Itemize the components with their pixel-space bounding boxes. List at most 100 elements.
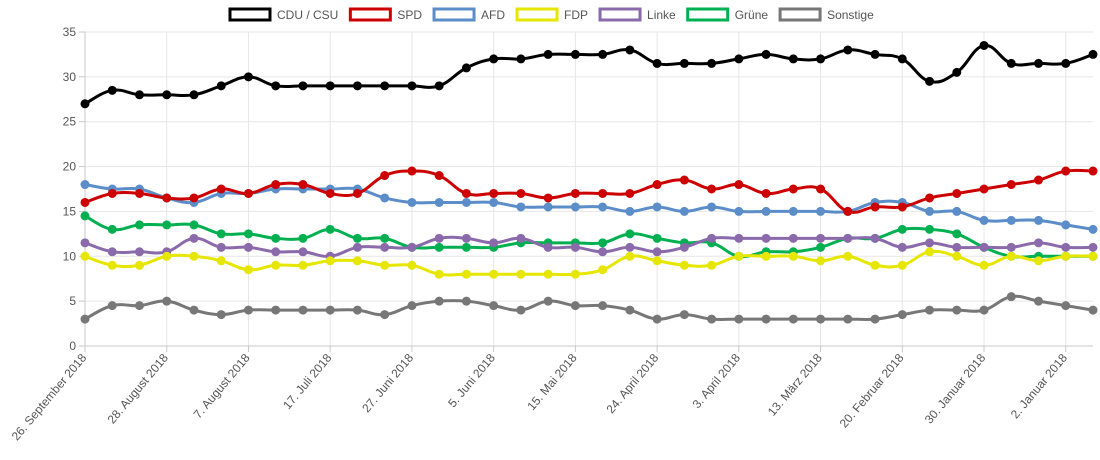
data-point-sonstige[interactable] (925, 305, 935, 315)
data-point-spd[interactable] (979, 184, 989, 194)
data-point-linke[interactable] (298, 247, 308, 257)
data-point-linke[interactable] (952, 242, 962, 252)
data-point-afd[interactable] (761, 206, 771, 216)
data-point-cdu-csu[interactable] (707, 58, 717, 68)
data-point-fdp[interactable] (979, 260, 989, 270)
data-point-linke[interactable] (1088, 242, 1098, 252)
data-point-fdp[interactable] (598, 265, 608, 275)
data-point-linke[interactable] (271, 247, 281, 257)
data-point-gr-ne[interactable] (897, 224, 907, 234)
data-point-sonstige[interactable] (761, 314, 771, 324)
data-point-cdu-csu[interactable] (516, 54, 526, 64)
data-point-gr-ne[interactable] (216, 229, 226, 239)
data-point-sonstige[interactable] (734, 314, 744, 324)
data-point-cdu-csu[interactable] (843, 45, 853, 55)
data-point-spd[interactable] (298, 180, 308, 190)
data-point-fdp[interactable] (952, 251, 962, 261)
data-point-spd[interactable] (461, 188, 471, 198)
data-point-spd[interactable] (134, 188, 144, 198)
data-point-cdu-csu[interactable] (489, 54, 499, 64)
data-point-sonstige[interactable] (979, 305, 989, 315)
data-point-sonstige[interactable] (380, 310, 390, 320)
data-point-afd[interactable] (625, 206, 635, 216)
data-point-cdu-csu[interactable] (107, 85, 117, 95)
data-point-linke[interactable] (870, 233, 880, 243)
legend-item-sonstige[interactable]: Sonstige (778, 7, 874, 22)
data-point-spd[interactable] (380, 171, 390, 181)
data-point-cdu-csu[interactable] (134, 90, 144, 100)
data-point-spd[interactable] (707, 184, 717, 194)
data-point-spd[interactable] (679, 175, 689, 185)
data-point-linke[interactable] (625, 242, 635, 252)
data-point-spd[interactable] (543, 193, 553, 203)
data-point-afd[interactable] (734, 206, 744, 216)
data-point-gr-ne[interactable] (325, 224, 335, 234)
data-point-fdp[interactable] (1088, 251, 1098, 261)
data-point-linke[interactable] (1034, 238, 1044, 248)
data-point-afd[interactable] (407, 197, 417, 207)
data-point-gr-ne[interactable] (625, 229, 635, 239)
data-point-spd[interactable] (516, 188, 526, 198)
data-point-spd[interactable] (1061, 166, 1071, 176)
data-point-sonstige[interactable] (134, 301, 144, 311)
data-point-afd[interactable] (461, 197, 471, 207)
data-point-spd[interactable] (162, 193, 172, 203)
data-point-spd[interactable] (598, 188, 608, 198)
data-point-linke[interactable] (80, 238, 90, 248)
legend-item-linke[interactable]: Linke (598, 7, 676, 22)
data-point-fdp[interactable] (380, 260, 390, 270)
data-point-linke[interactable] (1061, 242, 1071, 252)
data-point-fdp[interactable] (870, 260, 880, 270)
data-point-cdu-csu[interactable] (816, 54, 826, 64)
data-point-linke[interactable] (652, 247, 662, 257)
data-point-cdu-csu[interactable] (598, 49, 608, 59)
data-point-cdu-csu[interactable] (543, 49, 553, 59)
data-point-spd[interactable] (870, 202, 880, 212)
data-point-spd[interactable] (761, 188, 771, 198)
data-point-fdp[interactable] (570, 269, 580, 279)
data-point-sonstige[interactable] (434, 296, 444, 306)
data-point-fdp[interactable] (788, 251, 798, 261)
data-point-cdu-csu[interactable] (1061, 58, 1071, 68)
data-point-gr-ne[interactable] (80, 211, 90, 221)
data-point-cdu-csu[interactable] (298, 81, 308, 91)
data-point-cdu-csu[interactable] (352, 81, 362, 91)
data-point-linke[interactable] (543, 242, 553, 252)
data-point-spd[interactable] (925, 193, 935, 203)
data-point-cdu-csu[interactable] (570, 49, 580, 59)
data-point-cdu-csu[interactable] (243, 72, 253, 82)
data-point-spd[interactable] (570, 188, 580, 198)
data-point-fdp[interactable] (1006, 251, 1016, 261)
data-point-spd[interactable] (734, 180, 744, 190)
data-point-afd[interactable] (570, 202, 580, 212)
data-point-fdp[interactable] (516, 269, 526, 279)
data-point-cdu-csu[interactable] (1034, 58, 1044, 68)
data-point-fdp[interactable] (679, 260, 689, 270)
data-point-cdu-csu[interactable] (952, 67, 962, 77)
data-point-afd[interactable] (516, 202, 526, 212)
data-point-cdu-csu[interactable] (925, 76, 935, 86)
data-point-spd[interactable] (1034, 175, 1044, 185)
data-point-spd[interactable] (352, 188, 362, 198)
data-point-sonstige[interactable] (652, 314, 662, 324)
data-point-sonstige[interactable] (1006, 292, 1016, 302)
data-point-sonstige[interactable] (243, 305, 253, 315)
data-point-gr-ne[interactable] (162, 220, 172, 230)
data-point-fdp[interactable] (434, 269, 444, 279)
data-point-sonstige[interactable] (843, 314, 853, 324)
data-point-sonstige[interactable] (788, 314, 798, 324)
data-point-gr-ne[interactable] (380, 233, 390, 243)
data-point-sonstige[interactable] (352, 305, 362, 315)
legend-item-spd[interactable]: SPD (348, 7, 422, 22)
data-point-gr-ne[interactable] (434, 242, 444, 252)
data-point-spd[interactable] (652, 180, 662, 190)
data-point-sonstige[interactable] (516, 305, 526, 315)
data-point-cdu-csu[interactable] (325, 81, 335, 91)
data-point-gr-ne[interactable] (598, 238, 608, 248)
data-point-cdu-csu[interactable] (870, 49, 880, 59)
data-point-linke[interactable] (407, 242, 417, 252)
data-point-afd[interactable] (543, 202, 553, 212)
data-point-fdp[interactable] (1061, 251, 1071, 261)
data-point-cdu-csu[interactable] (407, 81, 417, 91)
data-point-sonstige[interactable] (489, 301, 499, 311)
